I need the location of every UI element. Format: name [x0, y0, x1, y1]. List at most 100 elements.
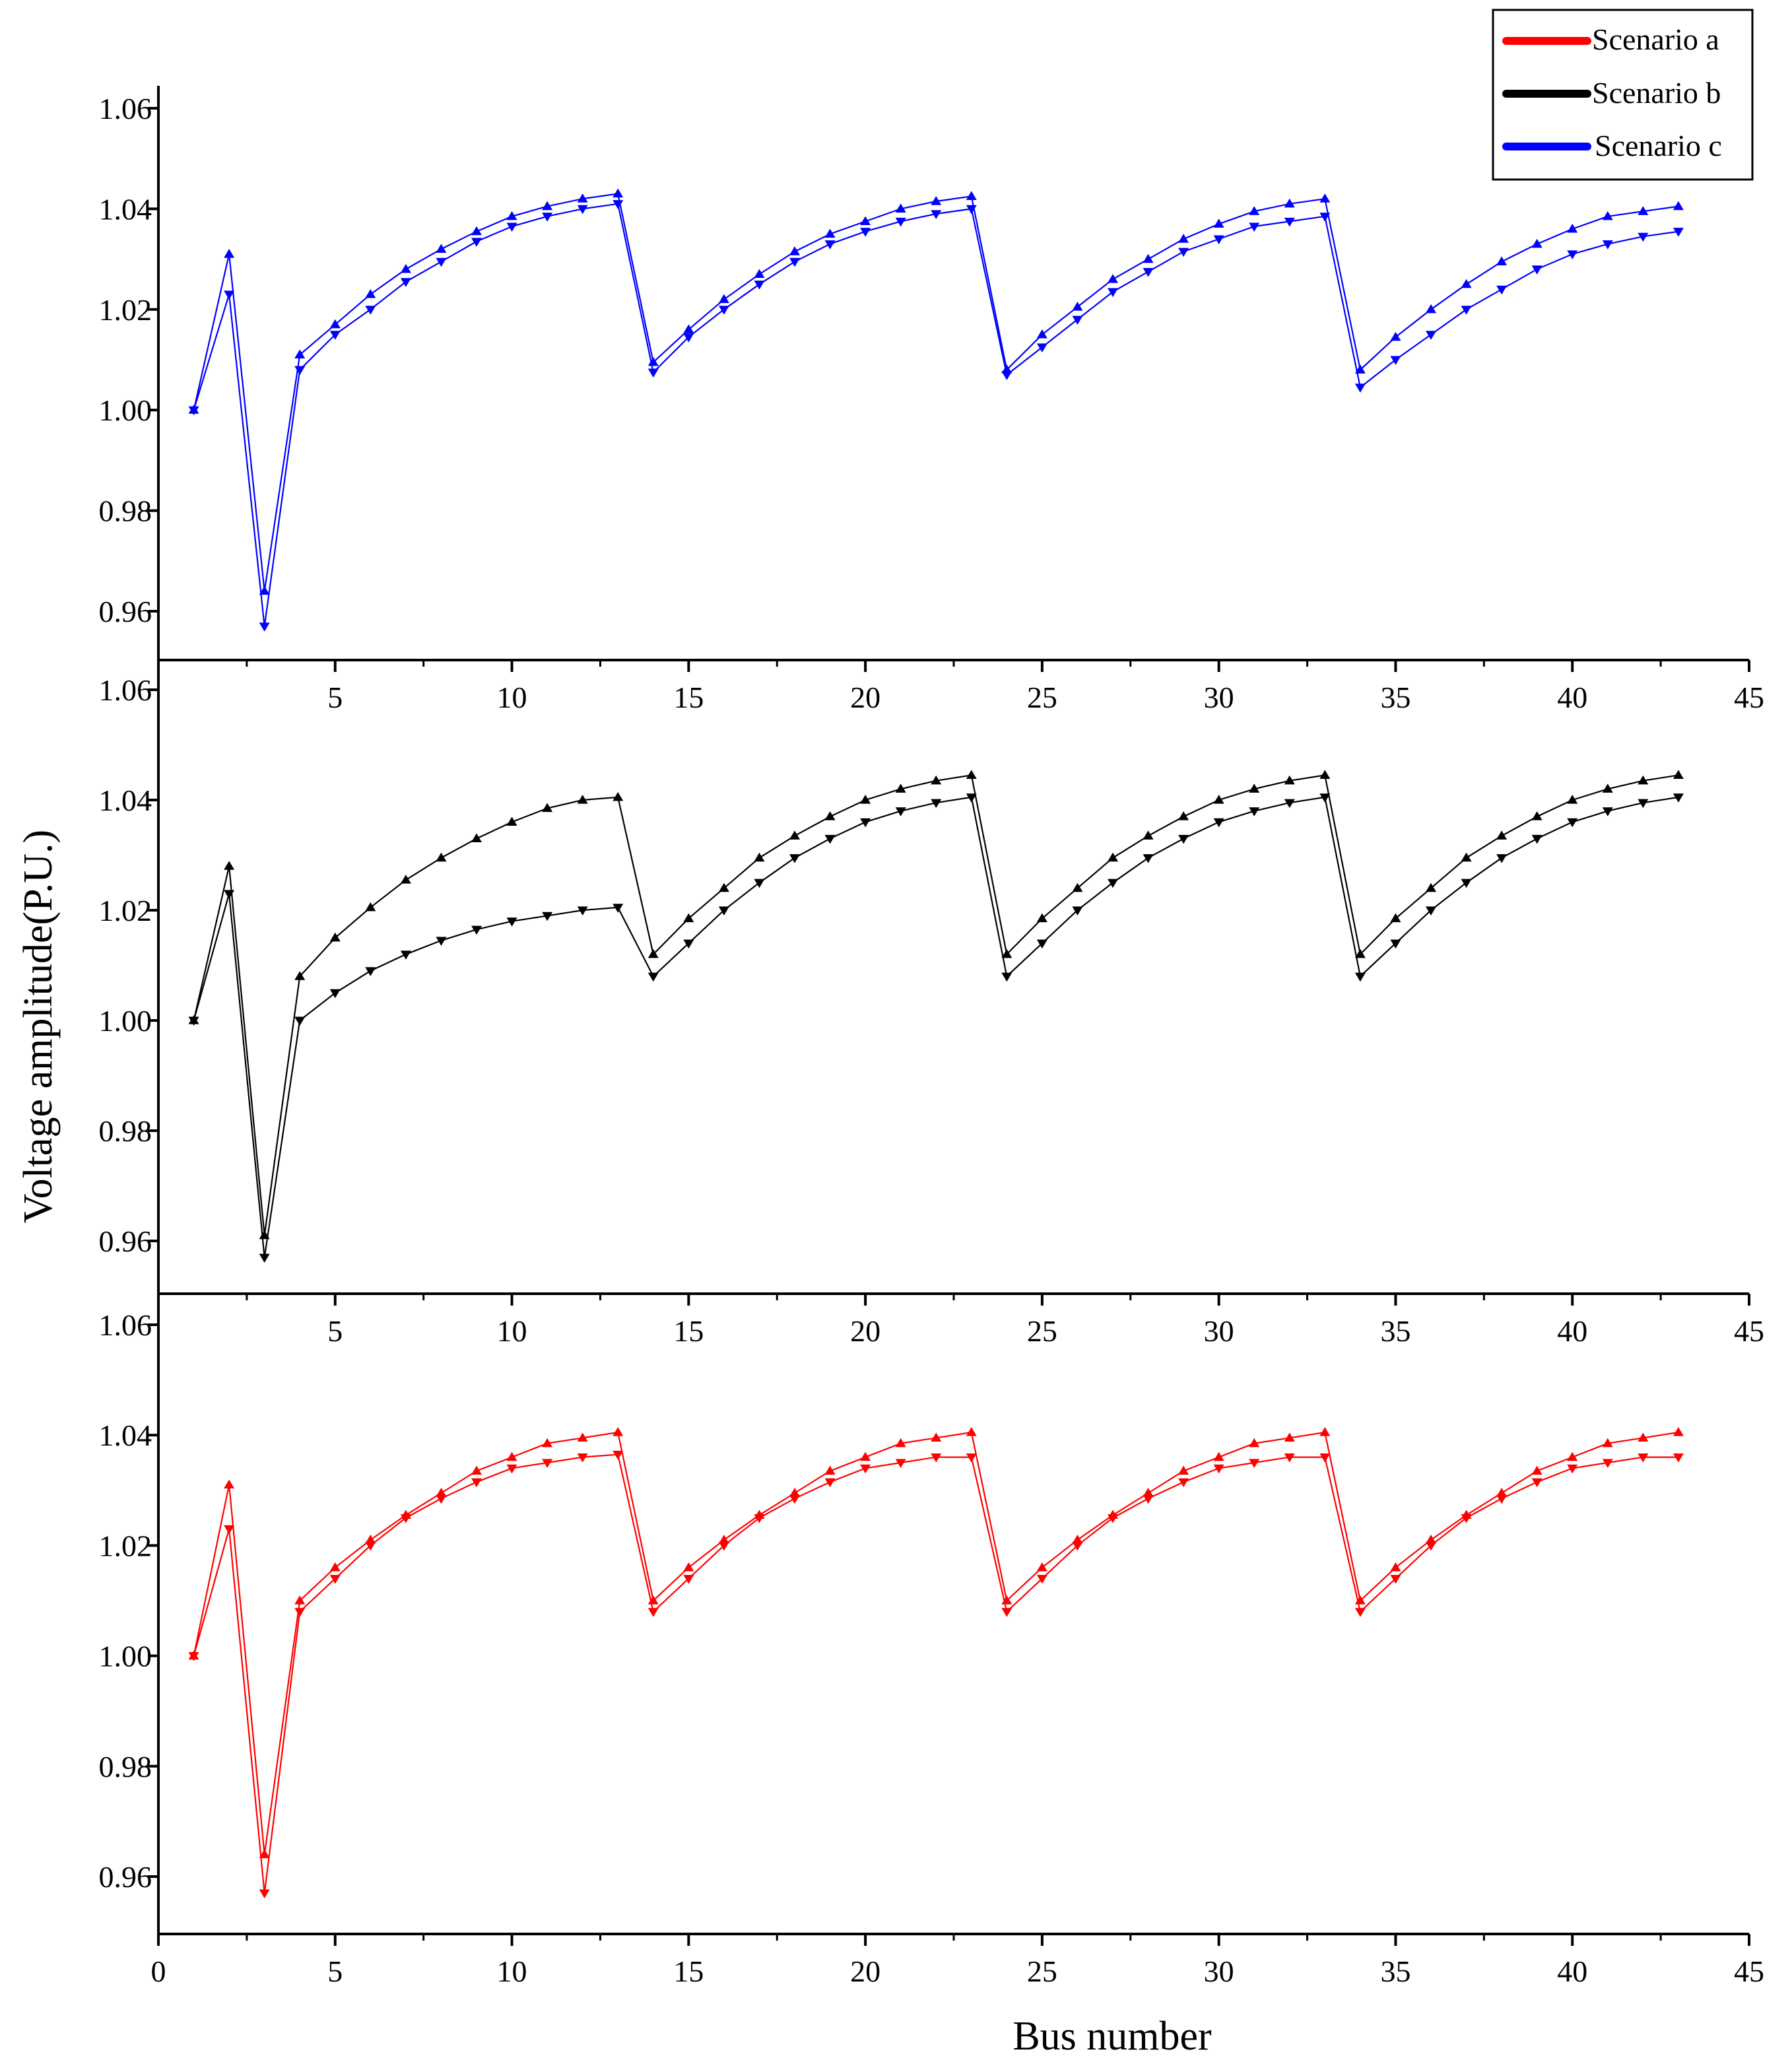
panel-a-x-tick-label: 15: [673, 1954, 704, 1988]
panel-b-line-upper: [193, 774, 1679, 1236]
panel-c-marker-lower: [1426, 331, 1436, 340]
panel-c-marker-lower: [718, 306, 729, 315]
panel-b-marker-lower: [365, 967, 376, 976]
panel-b-x-tick-label: 5: [327, 1314, 343, 1348]
panel-a-y-tick-label: 1.04: [99, 1418, 152, 1452]
panel-c-marker-upper: [1426, 304, 1436, 314]
panel-c-x-tick-label: 25: [1027, 681, 1057, 714]
panel-a-marker-upper: [1496, 1487, 1508, 1497]
panel-c-marker-lower: [471, 238, 482, 247]
panel-b-marker-upper: [966, 770, 977, 780]
panel-c-marker-upper: [647, 356, 659, 366]
panel-b-marker-lower: [1602, 807, 1613, 816]
panel-c-marker-upper: [365, 288, 376, 298]
panel-a-marker-upper: [506, 1451, 517, 1461]
panel-c-marker-lower: [188, 406, 199, 416]
panel-b-marker-upper: [542, 803, 553, 813]
panel-b-marker-lower: [1213, 818, 1224, 828]
panel-c-marker-lower: [329, 331, 341, 340]
panel-c-marker-lower: [365, 306, 376, 315]
panel-b-marker-upper: [1213, 795, 1224, 804]
panel-c-y-tick-label: 0.96: [99, 595, 152, 628]
panel-c-marker-upper: [1284, 198, 1295, 208]
panel-a-marker-upper: [931, 1432, 942, 1442]
panel-b-marker-upper: [365, 902, 376, 912]
panel-b-y-tick-label: 1.06: [99, 673, 152, 707]
panel-b-marker-lower: [329, 989, 341, 999]
legend-label-scenario-a: Scenario a: [1592, 22, 1719, 56]
panel-c-marker-lower: [1143, 268, 1154, 277]
panel-b-marker-lower: [789, 854, 800, 863]
panel-b-x-tick-label: 45: [1734, 1314, 1764, 1348]
panel-c-marker-upper: [1461, 279, 1472, 288]
panel-b-marker-upper: [471, 833, 482, 843]
panel-b-marker-lower: [1496, 854, 1508, 863]
panel-a-marker-lower: [754, 1514, 765, 1523]
panel-b-marker-upper: [1354, 949, 1366, 958]
panel-a-marker-upper: [860, 1451, 871, 1461]
panel-c-x-tick-label: 20: [850, 681, 880, 714]
x-axis-title: Bus number: [1012, 2014, 1212, 2059]
panel-c-marker-lower: [1213, 235, 1224, 245]
panel-b-y-tick-label: 0.96: [99, 1224, 152, 1258]
panel-c-marker-lower: [1390, 356, 1401, 365]
panel-c-marker-lower: [1072, 316, 1083, 325]
panel-b-marker-upper: [506, 816, 517, 826]
panel-b-marker-lower: [471, 925, 482, 935]
panel-c-marker-lower: [1602, 240, 1613, 250]
panel-c-marker-lower: [1284, 217, 1295, 227]
legend-label-scenario-b: Scenario b: [1592, 76, 1721, 110]
panel-c-marker-upper: [613, 188, 624, 198]
panel-a-marker-upper: [259, 1849, 270, 1859]
panel-a-marker-lower: [506, 1464, 517, 1474]
panel-c-marker-upper: [824, 228, 836, 238]
panel-c-marker-lower: [294, 366, 306, 376]
panel-a-marker-upper: [789, 1487, 800, 1497]
panel-c-marker-lower: [1673, 228, 1684, 237]
panel-c-marker-upper: [789, 246, 800, 255]
panel-b-marker-lower: [1178, 834, 1189, 844]
panel-b-marker-upper: [613, 791, 624, 801]
panel-b-marker-upper: [1284, 775, 1295, 785]
panel-a-marker-upper: [1072, 1535, 1083, 1544]
panel-b-marker-lower: [754, 879, 765, 888]
panel-c-x-tick-label: 45: [1734, 681, 1764, 714]
panel-c-marker-lower: [824, 240, 836, 250]
panel-b-marker-lower: [860, 818, 871, 828]
panel-c-marker-upper: [329, 319, 341, 329]
panel-a-marker-upper: [1673, 1427, 1684, 1436]
panel-b-marker-upper: [683, 913, 694, 923]
panel-b-marker-lower: [647, 972, 659, 982]
panel-c-marker-upper: [1213, 218, 1224, 228]
panel-c-y-tick-label: 1.00: [99, 393, 152, 427]
panel-c-marker-lower: [542, 213, 553, 222]
panel-a-marker-upper: [824, 1465, 836, 1475]
panel-b-marker-lower: [224, 890, 235, 899]
panel-c-marker-lower: [1496, 285, 1508, 295]
panel-a-marker-lower: [1319, 1453, 1331, 1463]
panel-a-marker-lower: [542, 1459, 553, 1468]
panel-c-x-tick-label: 40: [1557, 681, 1587, 714]
panel-c-x-tick-label: 15: [673, 681, 704, 714]
panel-a-marker-lower: [1354, 1608, 1366, 1617]
panel-b-marker-lower: [1036, 939, 1047, 949]
panel-b-marker-upper: [1072, 883, 1083, 892]
panel-c-marker-upper: [1178, 234, 1189, 243]
panel-b-marker-lower: [1461, 879, 1472, 888]
panel-b-marker-lower: [1390, 939, 1401, 949]
panel-b-marker-upper: [1602, 783, 1613, 793]
panel-c-marker-lower: [1108, 288, 1118, 298]
panel-b-marker-upper: [1143, 830, 1154, 840]
panel-c-marker-upper: [1108, 274, 1118, 283]
panel-b-marker-upper: [436, 852, 447, 862]
panel-b-marker-upper: [577, 795, 588, 804]
panel-c-marker-upper: [754, 269, 765, 279]
panel-b-marker-upper: [1426, 883, 1436, 892]
panel-c-line-lower: [193, 203, 1679, 627]
panel-a-marker-lower: [400, 1514, 411, 1523]
panel-a-y-tick-label: 0.96: [99, 1860, 152, 1894]
panel-a-marker-lower: [471, 1478, 482, 1488]
panel-a-marker-upper: [542, 1438, 553, 1448]
panel-b-marker-upper: [1001, 949, 1012, 958]
panel-b-marker-upper: [647, 949, 659, 958]
